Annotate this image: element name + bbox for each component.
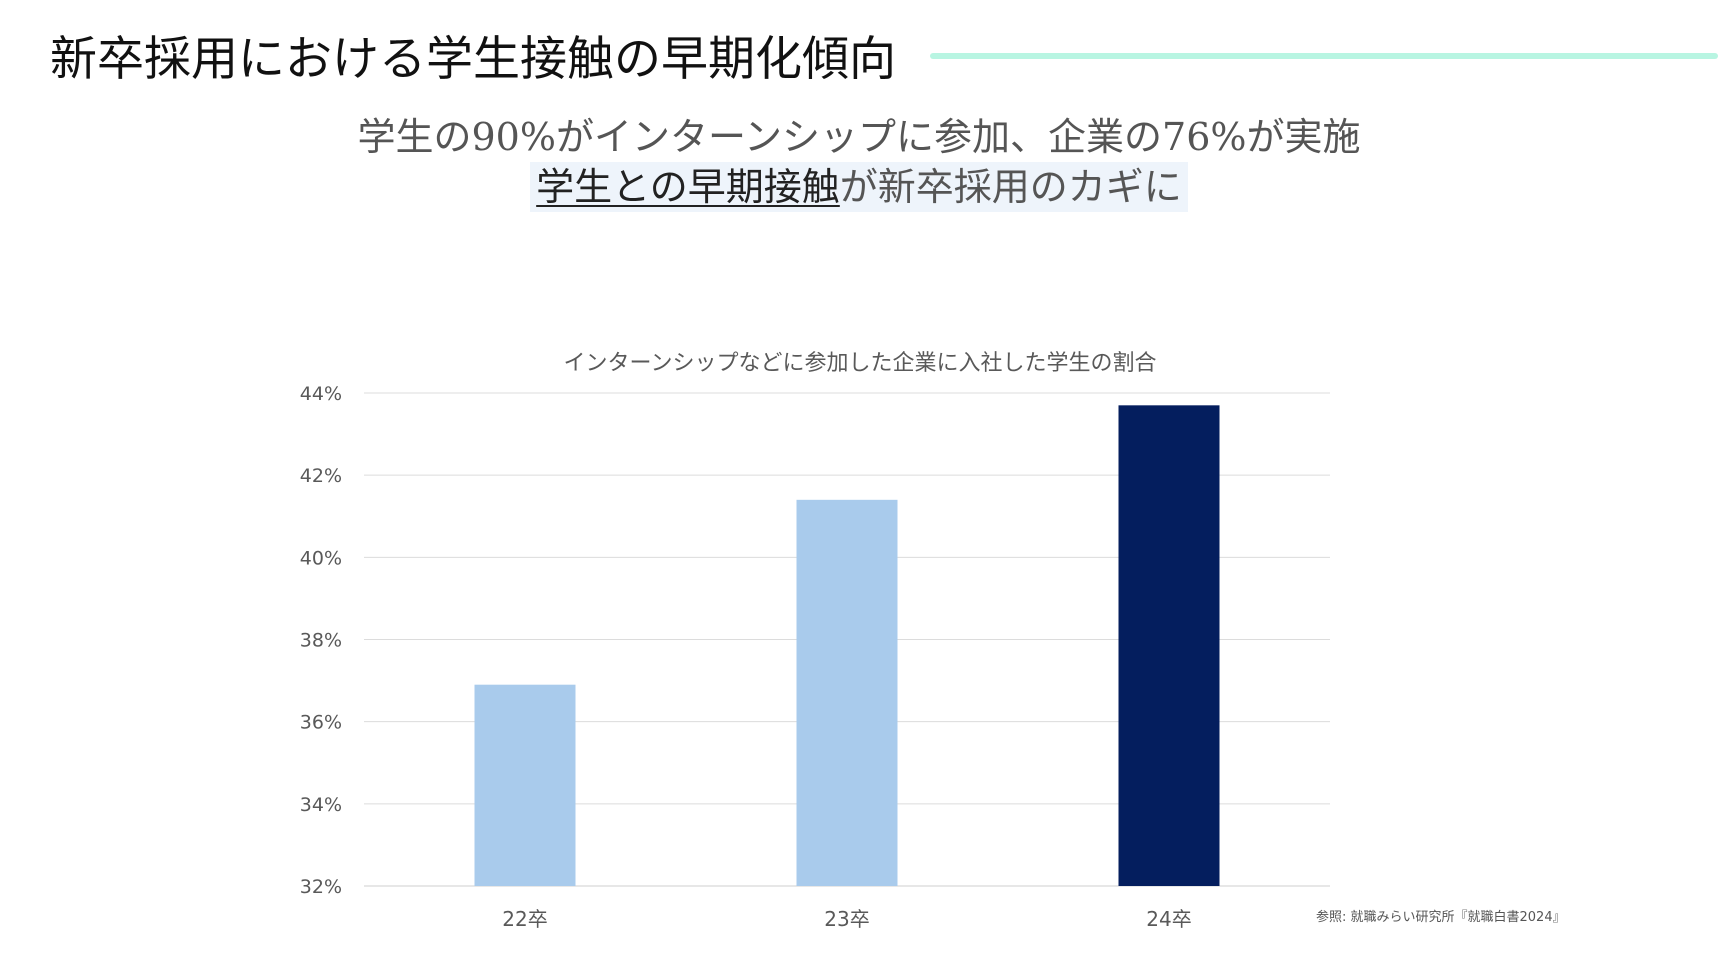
subtitle: 学生の90%がインターンシップに参加、企業の76%が実施 学生との早期接触が新卒… bbox=[0, 112, 1718, 212]
y-tick-label: 32% bbox=[300, 876, 342, 898]
subtitle-line-2: 学生との早期接触が新卒採用のカギに bbox=[530, 162, 1188, 212]
subtitle-emphasis: 学生との早期接触 bbox=[536, 165, 840, 209]
page-title: 新卒採用における学生接触の早期化傾向 bbox=[50, 32, 896, 87]
x-tick-label: 22卒 bbox=[502, 907, 547, 931]
x-tick-label: 24卒 bbox=[1146, 907, 1191, 931]
y-tick-label: 38% bbox=[300, 630, 342, 652]
title-rule bbox=[930, 53, 1718, 59]
subtitle-line-1: 学生の90%がインターンシップに参加、企業の76%が実施 bbox=[357, 115, 1361, 159]
bars bbox=[474, 405, 1220, 886]
x-axis: 22卒 23卒 24卒 bbox=[502, 907, 1191, 931]
y-tick-label: 40% bbox=[300, 547, 342, 569]
x-tick-label: 23卒 bbox=[824, 907, 869, 931]
y-tick-label: 34% bbox=[300, 794, 342, 816]
bar-24卒 bbox=[1118, 405, 1220, 886]
y-axis: 44% 42% 40% 38% 36% 34% 32% bbox=[300, 383, 342, 898]
bar-23卒 bbox=[796, 499, 898, 886]
y-tick-label: 36% bbox=[300, 712, 342, 734]
chart-title: インターンシップなどに参加した企業に入社した学生の割合 bbox=[564, 351, 1157, 376]
source-note: 参照: 就職みらい研究所『就職白書2024』 bbox=[1316, 910, 1566, 925]
y-tick-label: 44% bbox=[300, 383, 342, 405]
subtitle-line-2-rest: が新卒採用のカギに bbox=[839, 165, 1182, 209]
y-tick-label: 42% bbox=[300, 465, 342, 487]
bar-22卒 bbox=[474, 684, 576, 886]
